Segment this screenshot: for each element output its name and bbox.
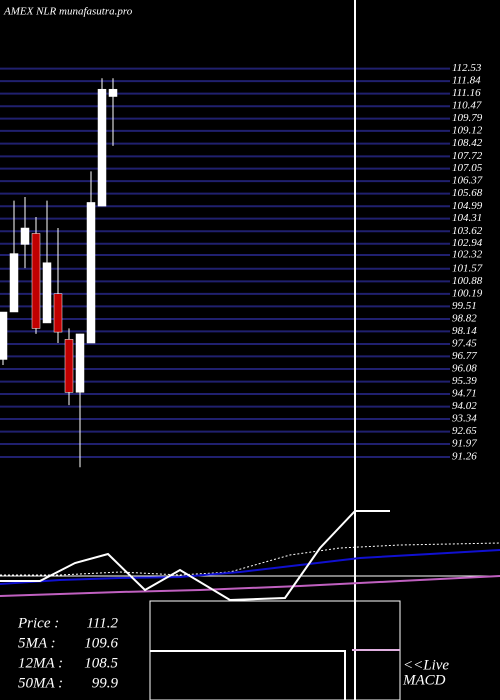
level-label: 101.57 — [452, 262, 483, 274]
chart-title: AMEX NLR munafasutra.pro — [3, 6, 133, 18]
signal-line — [0, 542, 500, 576]
level-label: 97.45 — [452, 337, 477, 349]
level-label: 94.71 — [452, 388, 477, 400]
level-label: 107.72 — [452, 150, 483, 162]
indicator-value: 111.2 — [86, 615, 118, 631]
level-label: 99.51 — [452, 300, 477, 312]
level-label: 98.82 — [452, 312, 477, 324]
level-label: 96.08 — [452, 363, 477, 375]
level-label: 105.68 — [452, 187, 483, 199]
level-label: 108.42 — [452, 137, 483, 149]
macd-label: <<Live — [403, 657, 449, 673]
level-label: 100.88 — [452, 275, 483, 287]
indicator-value: 109.6 — [84, 635, 118, 651]
indicator-value: 108.5 — [84, 655, 118, 671]
candle-body — [53, 293, 63, 333]
level-label: 111.16 — [452, 87, 481, 99]
level-label: 102.32 — [452, 249, 483, 261]
candle-body — [97, 88, 107, 207]
candle-body — [108, 88, 118, 97]
candle-body — [64, 339, 74, 393]
candle-body — [86, 202, 96, 344]
level-label: 104.99 — [452, 200, 483, 212]
level-label: 95.39 — [452, 375, 477, 387]
macd-line — [0, 510, 390, 602]
indicator-name: 5MA : — [18, 635, 56, 651]
level-label: 100.19 — [452, 287, 483, 299]
indicator-value: 99.9 — [92, 675, 119, 691]
ma-line-2 — [0, 575, 500, 597]
level-label: 111.84 — [452, 75, 481, 87]
level-label: 109.79 — [452, 112, 483, 124]
indicator-name: Price : — [17, 615, 59, 631]
macd-hist — [150, 649, 400, 700]
level-label: 103.62 — [452, 225, 483, 237]
ma-line — [0, 549, 500, 585]
candle-body — [20, 227, 30, 245]
macd-label: MACD — [402, 672, 446, 688]
level-label: 92.65 — [452, 425, 477, 437]
level-label: 112.53 — [452, 62, 482, 74]
candle-body — [0, 311, 8, 360]
level-label: 106.37 — [452, 175, 483, 187]
candle-body — [9, 253, 19, 313]
level-label: 102.94 — [452, 237, 483, 249]
level-label: 93.34 — [452, 413, 477, 425]
level-label: 96.77 — [452, 350, 477, 362]
indicator-name: 50MA : — [18, 675, 63, 691]
candle-body — [31, 233, 41, 329]
level-label: 91.97 — [452, 438, 477, 450]
level-label: 107.05 — [452, 162, 483, 174]
indicator-name: 12MA : — [18, 655, 63, 671]
candle-body — [75, 333, 85, 393]
level-label: 94.02 — [452, 400, 477, 412]
level-label: 104.31 — [452, 212, 482, 224]
level-label: 98.14 — [452, 325, 477, 337]
level-label: 109.12 — [452, 124, 483, 136]
level-label: 91.26 — [452, 451, 477, 463]
level-label: 110.47 — [452, 100, 482, 112]
candle-body — [42, 262, 52, 324]
